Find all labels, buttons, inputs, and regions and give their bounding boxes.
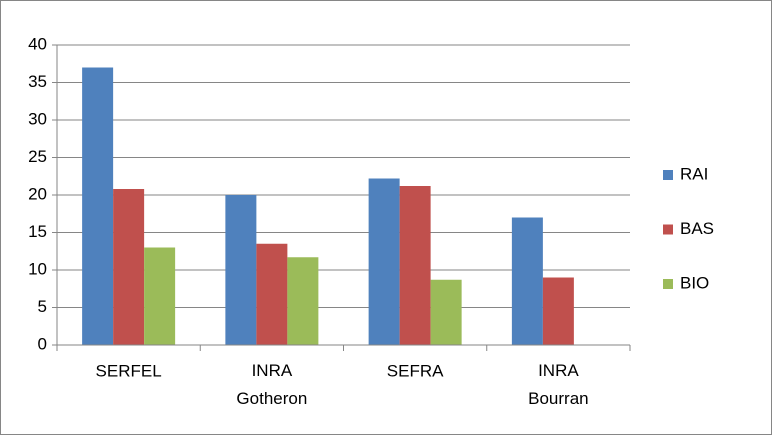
y-tick-label: 10	[28, 259, 47, 278]
y-tick-label: 0	[38, 334, 47, 353]
x-tick-label: INRA Bourran	[528, 361, 588, 408]
bar	[144, 247, 176, 345]
bar	[113, 189, 145, 345]
legend-label: BAS	[680, 219, 714, 238]
bar	[399, 186, 431, 345]
bar	[256, 243, 288, 345]
x-tick-label: SERFEL	[96, 361, 162, 380]
bar	[225, 195, 257, 345]
y-tick-label: 35	[28, 72, 47, 91]
bar	[82, 67, 114, 345]
bar	[368, 178, 400, 345]
bar	[287, 257, 319, 345]
bar	[511, 217, 543, 345]
y-tick-label: 20	[28, 184, 47, 203]
legend-label: RAI	[680, 164, 708, 183]
legend-swatch	[663, 279, 673, 289]
y-tick-label: 30	[28, 109, 47, 128]
y-tick-label: 25	[28, 147, 47, 166]
y-tick-label: 15	[28, 222, 47, 241]
y-tick-label: 40	[28, 34, 47, 53]
x-tick-label: INRA Gotheron	[236, 361, 307, 408]
bar	[430, 279, 462, 345]
x-tick-label: SEFRA	[387, 361, 444, 380]
y-tick-label: 5	[38, 297, 47, 316]
legend-swatch	[663, 170, 673, 180]
bar	[542, 277, 574, 345]
legend-swatch	[663, 224, 673, 235]
legend-label: BIO	[680, 273, 709, 292]
